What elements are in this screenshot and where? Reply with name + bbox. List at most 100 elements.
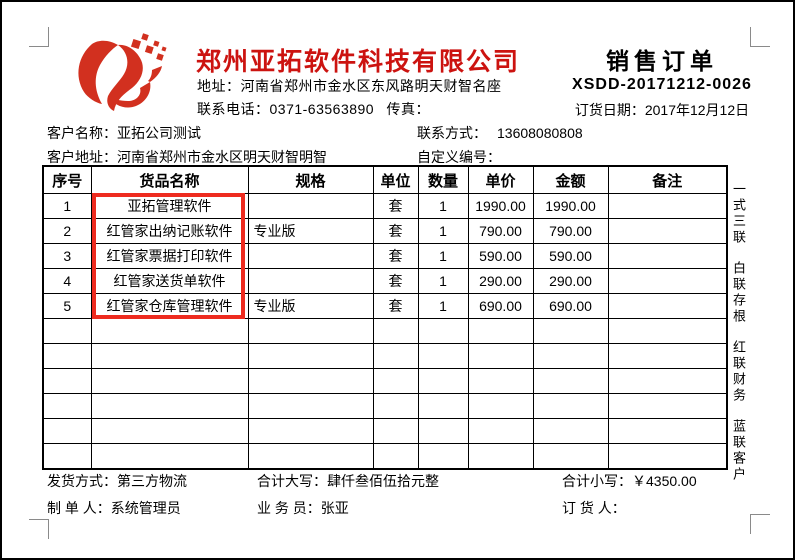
table-cell [42, 418, 92, 444]
table-cell [532, 418, 609, 444]
table-cell [90, 393, 249, 419]
table-cell [42, 443, 92, 470]
delivery-method-value: 第三方物流 [117, 473, 187, 489]
table-row [42, 443, 728, 470]
table-row [42, 418, 728, 444]
orderer-line: 订 货 人： [562, 498, 626, 518]
table-row: 2 红管家出纳记账软件 专业版套 1 790.00 790.00 [42, 218, 728, 244]
table-cell: 套 [372, 268, 419, 294]
salesman-value: 张亚 [320, 500, 349, 516]
copies-note-group: 一式三联 [731, 182, 746, 246]
table-cell [607, 293, 728, 319]
table-cell [372, 443, 419, 470]
table-cell: 红管家送货单软件 [90, 268, 249, 294]
table-cell: 1990.00 [532, 193, 609, 219]
table-cell: 1 [417, 218, 469, 244]
company-phone-value: 0371-63563890 [269, 101, 375, 117]
customer-address-line: 客户地址：河南省郑州市金水区明天财智明智 [47, 147, 327, 167]
corner-mark-top-right [750, 27, 770, 47]
table-cell [90, 318, 249, 344]
table-cell [532, 393, 609, 419]
corner-mark-bottom-left [29, 519, 49, 539]
table-cell [607, 243, 728, 269]
items-table-header-row: 序号 货品名称 规格 单位 数量 单价 金额 备注 [42, 165, 728, 194]
items-table: 序号 货品名称 规格 单位 数量 单价 金额 备注 1 亚拓管理软件套 1 1990.00 1990.… [42, 165, 728, 470]
total-in-words-value: 肆仟叁佰伍拾元整 [327, 473, 439, 489]
order-date-line: 订货日期：2017年12月12日 [557, 100, 767, 120]
table-cell: 590.00 [532, 243, 609, 269]
table-cell: 套 [372, 293, 419, 319]
copies-note-group: 蓝联客户 [731, 419, 746, 483]
table-cell: 1 [417, 293, 469, 319]
company-address-label: 地址： [197, 78, 241, 94]
table-cell: 红管家票据打印软件 [90, 243, 249, 269]
table-cell: 1 [42, 193, 92, 219]
table-cell: 1 [417, 268, 469, 294]
table-cell: 亚拓管理软件 [90, 193, 249, 219]
table-cell [372, 393, 419, 419]
table-cell [42, 368, 92, 394]
table-cell: 5 [42, 293, 92, 319]
table-cell [372, 318, 419, 344]
table-cell [607, 393, 728, 419]
table-cell: 290.00 [467, 268, 534, 294]
customer-contact-line: 联系方式： 13608080808 [417, 123, 583, 143]
table-row: 5 红管家仓库管理软件 专业版套 1 690.00 690.00 [42, 293, 728, 319]
table-cell: 3 [42, 243, 92, 269]
table-cell [607, 443, 728, 470]
salesman-line: 业 务 员：张亚 [257, 498, 349, 518]
table-cell: 790.00 [467, 218, 534, 244]
table-cell [532, 443, 609, 470]
maker-label: 制 单 人： [47, 500, 111, 516]
custom-number-line: 自定义编号： [417, 147, 511, 167]
table-cell [90, 443, 249, 470]
table-cell [247, 268, 374, 294]
corner-mark-bottom-right [750, 514, 770, 534]
table-cell [372, 368, 419, 394]
items-table-header-cell: 金额 [532, 165, 609, 194]
company-address-value: 河南省郑州市金水区东风路明天财智名座 [240, 78, 502, 94]
table-cell [247, 318, 374, 344]
table-cell [372, 343, 419, 369]
table-cell: 1 [417, 193, 469, 219]
table-cell [247, 368, 374, 394]
table-cell [247, 393, 374, 419]
table-cell [607, 218, 728, 244]
table-cell: 专业版 [247, 218, 374, 244]
maker-line: 制 单 人：系统管理员 [47, 498, 181, 518]
company-name: 郑州亚拓软件科技有限公司 [196, 48, 521, 76]
table-cell: 红管家仓库管理软件 [90, 293, 249, 319]
total-in-words-label: 合计大写： [257, 473, 327, 489]
table-cell [532, 343, 609, 369]
items-table-wrapper: 序号 货品名称 规格 单位 数量 单价 金额 备注 1 亚拓管理软件套 1 1990.00 1990.… [42, 165, 728, 470]
order-number: XSDD-20171212-0026 [572, 76, 752, 93]
table-cell: 红管家出纳记账软件 [90, 218, 249, 244]
table-cell [467, 443, 534, 470]
table-cell [607, 368, 728, 394]
delivery-method-line: 发货方式：第三方物流 [47, 471, 187, 491]
customer-address-label: 客户地址： [47, 149, 117, 165]
table-row: 3 红管家票据打印软件套 1 590.00 590.00 [42, 243, 728, 269]
items-table-header-cell: 备注 [607, 165, 728, 194]
custom-number-label: 自定义编号： [417, 149, 501, 165]
table-cell: 专业版 [247, 293, 374, 319]
table-cell [247, 343, 374, 369]
table-cell [417, 418, 469, 444]
customer-name-label: 客户名称： [47, 125, 117, 141]
total-in-words-line: 合计大写：肆仟叁佰伍拾元整 [257, 471, 439, 491]
company-address-line: 地址：河南省郑州市金水区东风路明天财智名座 [197, 76, 502, 96]
table-row [42, 393, 728, 419]
customer-contact-value: 13608080808 [497, 125, 583, 141]
table-cell: 4 [42, 268, 92, 294]
maker-value: 系统管理员 [110, 500, 181, 516]
table-cell: 套 [372, 218, 419, 244]
order-title: 销售订单 [606, 48, 718, 74]
table-cell [247, 193, 374, 219]
table-row [42, 368, 728, 394]
table-cell: 套 [372, 193, 419, 219]
items-table-header-cell: 货品名称 [90, 165, 249, 194]
table-cell [417, 343, 469, 369]
table-cell [417, 368, 469, 394]
items-table-header-cell: 序号 [42, 165, 92, 194]
